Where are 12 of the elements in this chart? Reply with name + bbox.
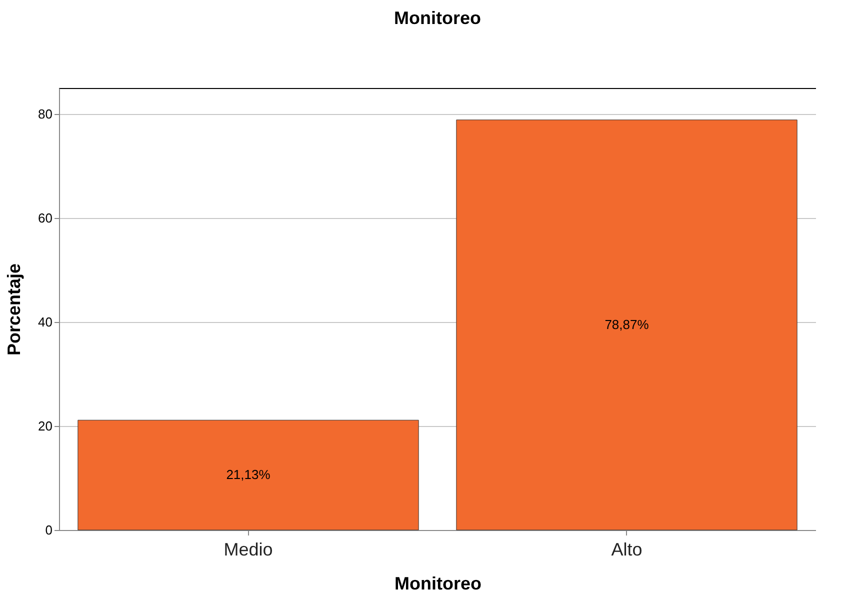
- y-tick-label: 60: [38, 210, 52, 226]
- y-tick-label: 40: [38, 314, 52, 330]
- y-tick-label: 0: [45, 522, 52, 538]
- data-label: 78,87%: [604, 316, 650, 332]
- x-axis-title: Monitoreo: [394, 574, 482, 594]
- y-axis-title: Porcentaje: [4, 263, 24, 356]
- y-tick-label: 20: [38, 418, 52, 434]
- x-tick-label: Alto: [611, 540, 642, 560]
- chart-title: Monitoreo: [394, 8, 481, 28]
- y-tick-label: 80: [38, 106, 52, 122]
- data-label: 21,13%: [226, 467, 271, 482]
- x-tick-label: Medio: [224, 540, 273, 560]
